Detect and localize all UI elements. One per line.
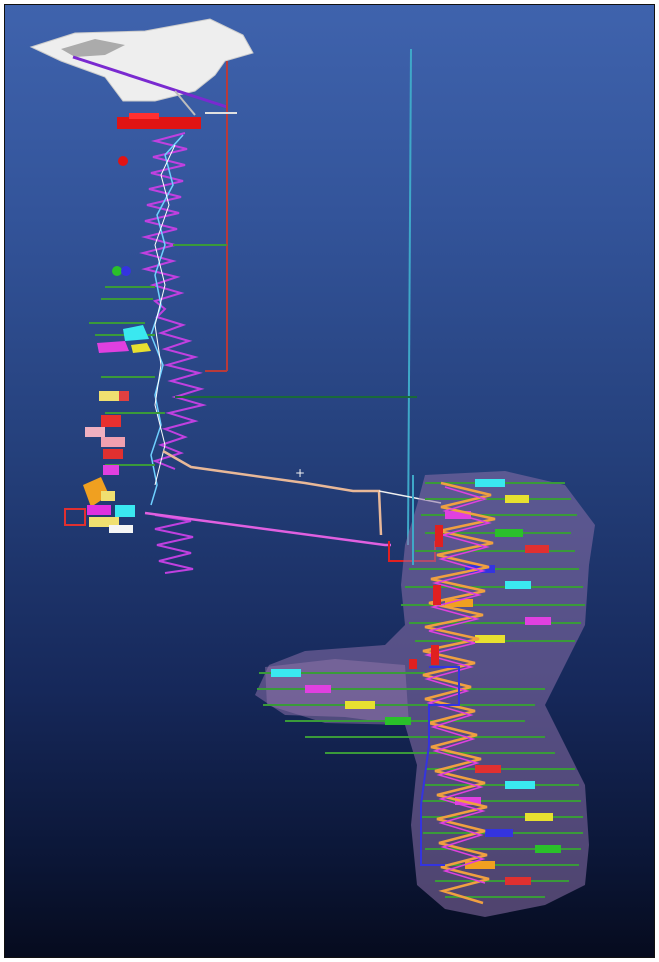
spiral-ramp	[139, 132, 207, 470]
upper-stopes	[64, 325, 151, 533]
lower-crosscuts	[409, 475, 460, 866]
crosshair-icon: +	[295, 466, 306, 480]
surface-terrain	[29, 18, 254, 116]
upper-decline	[205, 61, 237, 372]
top-level	[112, 113, 201, 276]
mine-model-scene	[29, 18, 595, 917]
mine-3d-viewport[interactable]: +	[4, 4, 655, 958]
zigzag-ramp	[422, 481, 496, 905]
vent-shaft	[407, 48, 412, 546]
